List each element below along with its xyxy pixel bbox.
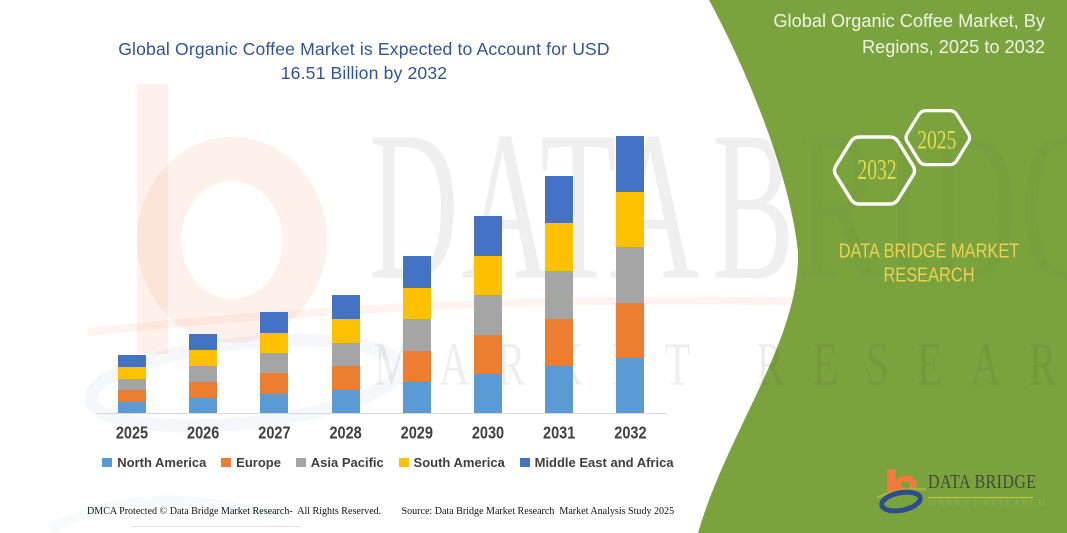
- svg-text:2025: 2025: [917, 126, 956, 155]
- svg-text:2032: 2032: [857, 155, 896, 186]
